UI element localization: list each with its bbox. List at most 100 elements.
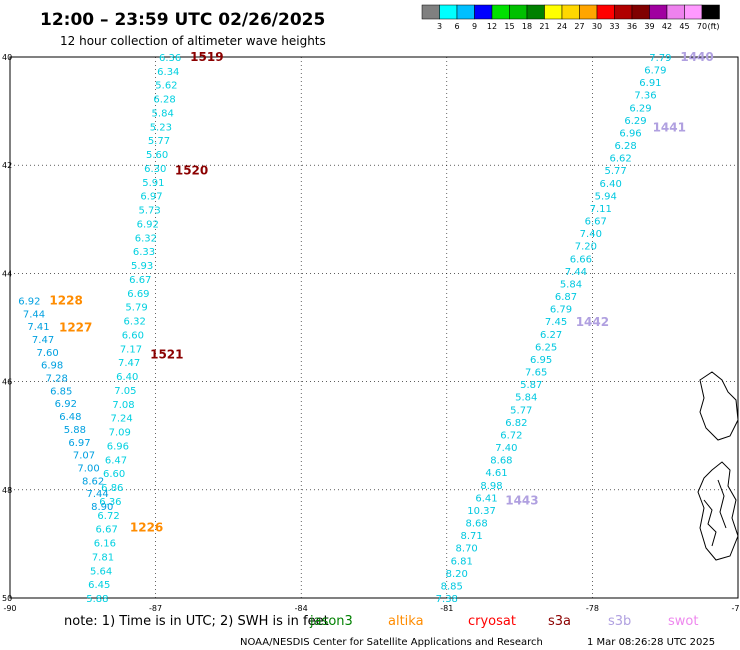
wave-height-value: 6.33 [133, 247, 155, 258]
wave-height-value: 6.97 [68, 438, 90, 449]
wave-height-value: 7.40 [495, 443, 517, 454]
wave-height-value: 6.30 [144, 164, 166, 175]
x-axis-ticks: -90 -87 -84 -81 -78 -75 [3, 604, 740, 613]
wave-height-value: 8.90 [91, 502, 113, 513]
pass-time-label: 1440 [680, 50, 713, 64]
wave-height-value: 6.98 [41, 361, 63, 372]
wave-height-value: 5.23 [150, 122, 172, 133]
satellite-legend-entry: swot [668, 614, 698, 629]
pass-time-label: 1227 [59, 321, 92, 335]
x-tick-label: -87 [149, 604, 162, 613]
colorbar-tick: 45 [679, 22, 689, 31]
wave-height-value: 8.68 [465, 519, 487, 530]
wave-height-value: 6.79 [644, 66, 666, 77]
colorbar-legend: 3 6 9 12 15 18 21 24 27 30 33 36 39 42 45 70 (ft) [421, 4, 720, 31]
colorbar-swatch [579, 4, 598, 20]
wave-height-value: 7.11 [590, 204, 612, 215]
pass-time-label: 1520 [175, 164, 208, 178]
plot-frame [9, 56, 739, 599]
wave-height-value: 6.36 [159, 53, 181, 64]
wave-height-value: 7.38 [436, 594, 458, 605]
wave-height-value: 6.95 [530, 355, 552, 366]
wave-height-value: 7.44 [565, 267, 587, 278]
map-plot-area: 6.36 6.34 5.62 6.28 5.84 5.23 5.77 5.60 6.30 5.91… [9, 50, 739, 605]
wave-height-value: 7.65 [525, 368, 547, 379]
wave-height-value: 5.87 [520, 380, 542, 391]
wave-height-value: 5.60 [146, 150, 168, 161]
wave-height-value: 6.79 [550, 305, 572, 316]
wave-height-value: 6.47 [105, 455, 127, 466]
pass-time-label: 1519 [190, 50, 223, 64]
y-tick-label: 44 [2, 269, 12, 278]
x-tick-label: -90 [3, 604, 16, 613]
wave-height-value: 7.24 [110, 414, 132, 425]
colorbar-tick: 42 [662, 22, 672, 31]
wave-height-value: 6.92 [55, 399, 77, 410]
wave-height-value: 6.41 [475, 493, 497, 504]
wave-height-value: 5.84 [515, 393, 537, 404]
wave-height-value: 8.70 [456, 544, 478, 555]
colorbar-swatch [474, 4, 493, 20]
colorbar-tick: 70 [697, 22, 707, 31]
y-tick-label: 40 [2, 53, 12, 62]
wave-height-value: 6.72 [500, 430, 522, 441]
pass-time-label: 1442 [576, 315, 609, 329]
wave-height-value: 7.28 [46, 374, 68, 385]
y-axis-ticks: 40 42 44 46 48 50 [2, 53, 12, 603]
wave-height-value: 6.67 [585, 217, 607, 228]
wave-height-value: 5.94 [595, 191, 617, 202]
wave-height-value: 6.29 [629, 103, 651, 114]
colorbar-swatch [596, 4, 615, 20]
chart-title: 12:00 – 23:59 UTC 02/26/2025 [40, 10, 325, 30]
satellite-tracks: 6.36 6.34 5.62 6.28 5.84 5.23 5.77 5.60 6.30 5.91… [18, 50, 713, 605]
satellite-legend-entry: altika [388, 614, 424, 629]
pass-time-label: 1443 [505, 494, 538, 508]
pass-time-label: 1521 [150, 348, 183, 362]
wave-height-value: 7.20 [575, 242, 597, 253]
colorbar-swatch [456, 4, 475, 20]
colorbar-tick: 36 [627, 22, 637, 31]
x-tick-label: -81 [440, 604, 453, 613]
satellite-legend: jason3 altika cryosat s3a s3b swot [309, 614, 698, 629]
colorbar-tick: 39 [644, 22, 654, 31]
wave-height-value: 5.93 [131, 261, 153, 272]
wave-height-value: 6.32 [135, 233, 157, 244]
wave-height-value: 5.62 [155, 81, 177, 92]
wave-height-value: 6.66 [570, 254, 592, 265]
colorbar-swatch [561, 4, 580, 20]
pass-time-label: 1228 [49, 293, 82, 307]
wave-height-value: 6.72 [97, 511, 119, 522]
wave-height-value: 5.79 [125, 303, 147, 314]
wave-height-value: 6.67 [96, 525, 118, 536]
colorbar-tick: 9 [472, 22, 477, 31]
colorbar-swatch [509, 4, 528, 20]
pass-time-label: 1441 [653, 120, 686, 134]
wave-height-value: 7.47 [32, 335, 54, 346]
wave-height-value: 6.32 [124, 317, 146, 328]
wave-height-value: 7.36 [634, 91, 656, 102]
satellite-legend-entry: s3a [548, 614, 571, 629]
wave-height-value: 6.87 [555, 292, 577, 303]
wave-height-value: 5.73 [138, 206, 160, 217]
colorbar-unit: (ft) [707, 22, 719, 31]
wave-height-value: 7.00 [77, 463, 99, 474]
wave-height-value: 6.29 [624, 116, 646, 127]
wave-height-value: 8.20 [446, 569, 468, 580]
wave-height-value: 6.92 [137, 219, 159, 230]
y-tick-label: 48 [2, 486, 12, 495]
wave-height-value: 6.36 [99, 497, 121, 508]
wave-height-value: 7.45 [545, 317, 567, 328]
chart-subtitle: 12 hour collection of altimeter wave hei… [60, 34, 326, 48]
wave-height-value: 5.64 [90, 566, 112, 577]
x-tick-label: -84 [295, 604, 308, 613]
colorbar-swatch [649, 4, 668, 20]
colorbar-swatch [631, 4, 650, 20]
footnote: note: 1) Time is in UTC; 2) SWH is in fe… [64, 614, 329, 629]
wave-height-value: 7.47 [118, 358, 140, 369]
colorbar-swatch [491, 4, 510, 20]
wave-height-value: 5.84 [152, 108, 174, 119]
colorbar-tick: 18 [522, 22, 532, 31]
wave-height-value: 6.16 [94, 539, 116, 550]
colorbar-swatch [421, 4, 440, 20]
